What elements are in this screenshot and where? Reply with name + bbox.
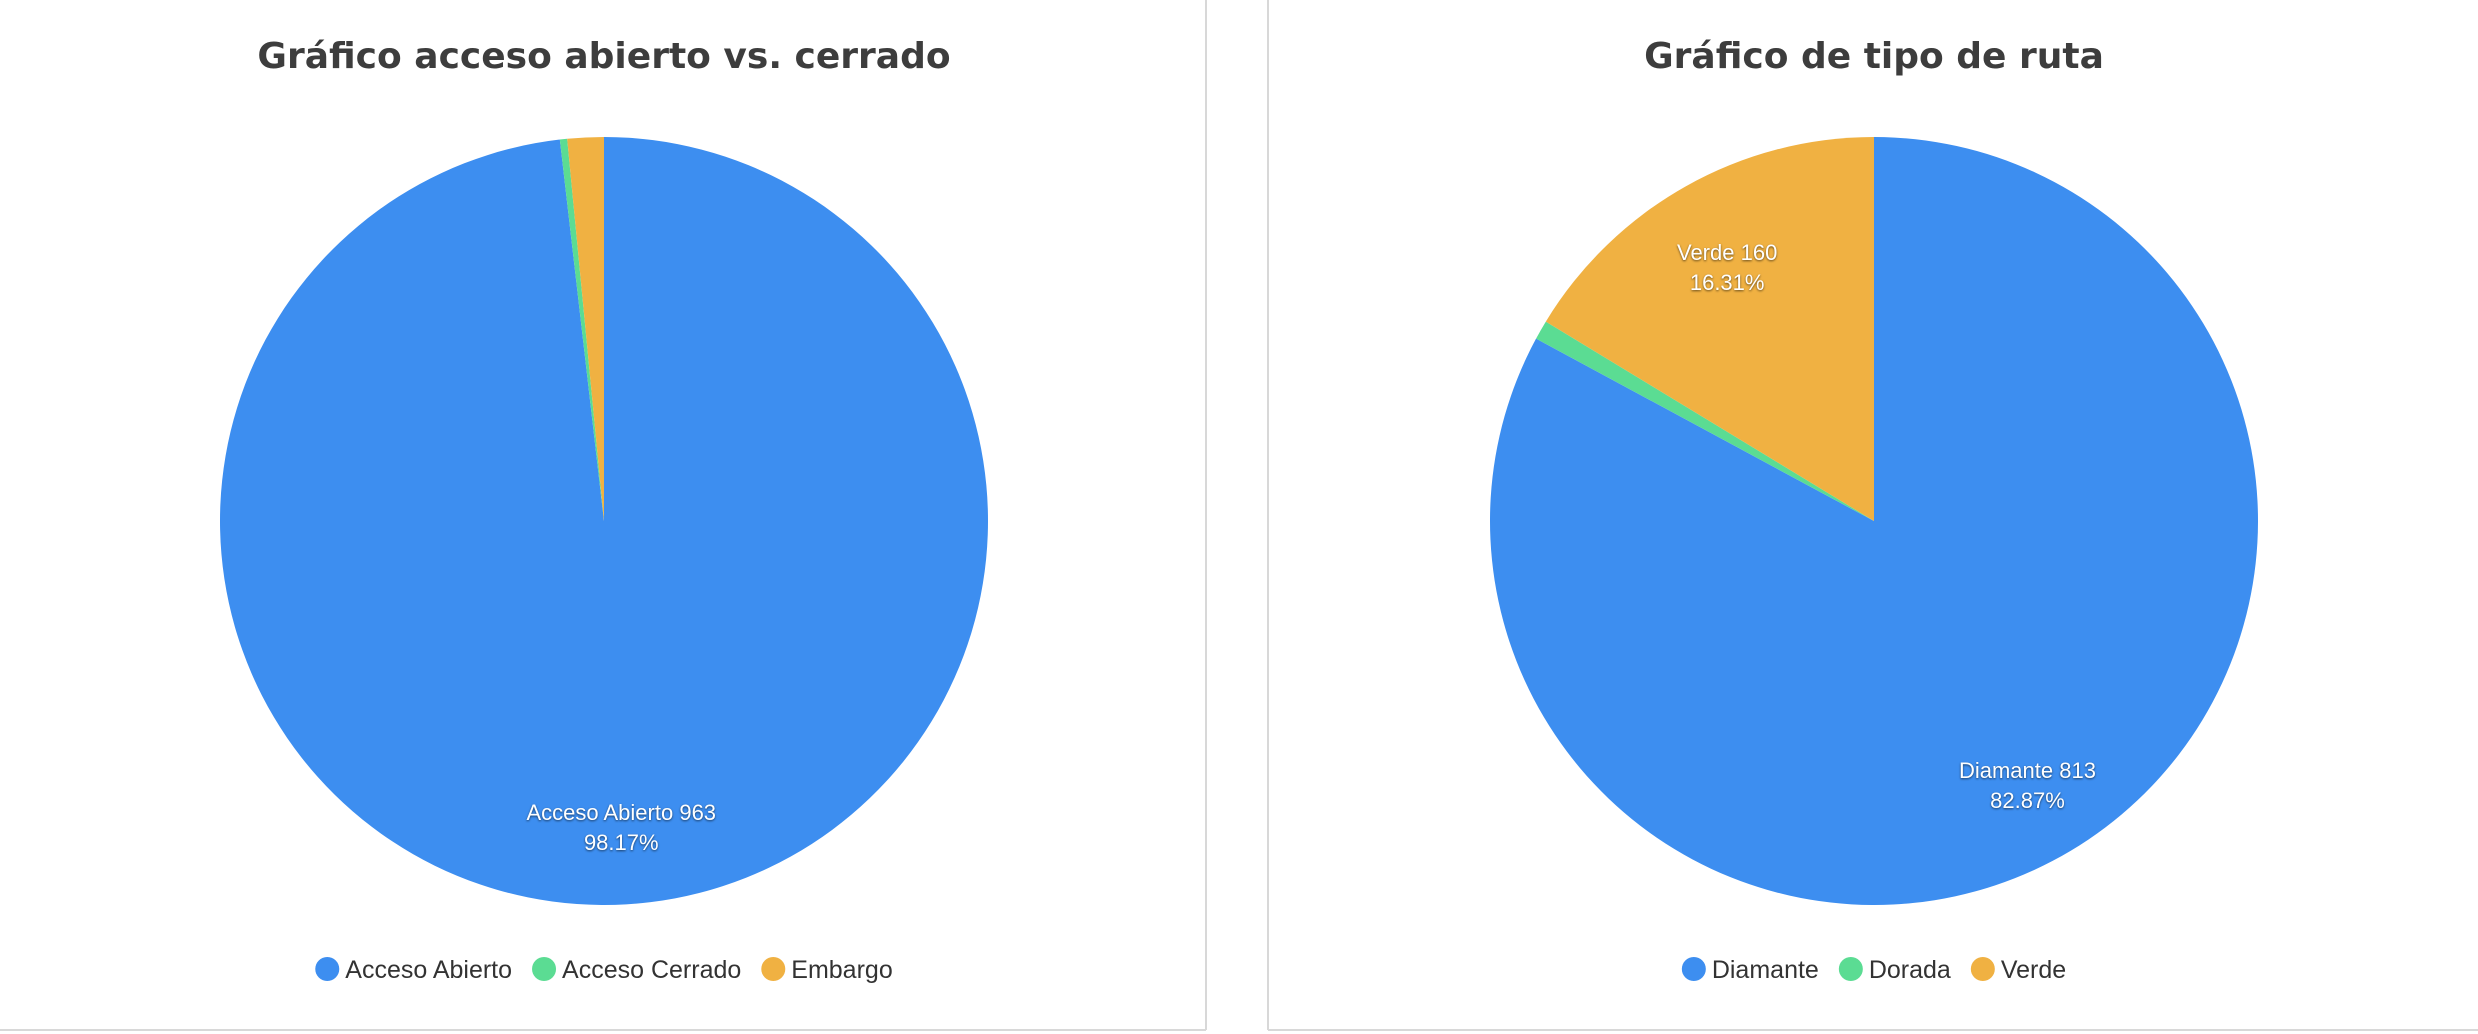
data-label: Acceso Abierto 963 — [526, 800, 716, 825]
legend-label: Embargo — [791, 956, 892, 984]
data-label-percent: 82.87% — [1990, 788, 2065, 813]
legend-label: Verde — [2001, 956, 2066, 984]
pie-slice — [559, 138, 604, 521]
data-label-percent: 16.31% — [1690, 270, 1765, 295]
data-label-name: Verde — [1677, 240, 1735, 265]
pie-slice — [567, 137, 604, 521]
legend-label: Acceso Abierto — [345, 956, 512, 984]
pie-slice — [220, 137, 989, 906]
data-label-name: Diamante — [1959, 758, 2053, 783]
data-label-percent: 98.17% — [584, 830, 659, 855]
legend-marker — [1838, 957, 1863, 981]
data-label-name: Acceso Abierto — [526, 800, 673, 825]
legend-marker — [761, 957, 786, 981]
chart-title: Gráfico acceso abierto vs. cerrado — [257, 36, 950, 77]
data-label: Diamante 813 — [1959, 758, 2096, 783]
pie-slice — [1536, 321, 1874, 521]
data-label-value: 813 — [2059, 758, 2096, 783]
legend-label: Acceso Cerrado — [562, 956, 741, 984]
data-label-value: 160 — [1741, 240, 1778, 265]
legend: Acceso Abierto Acceso Cerrado Embargo — [315, 956, 893, 984]
chart-title: Gráfico de tipo de ruta — [1644, 36, 2104, 77]
legend: Diamante Dorada Verde — [1681, 956, 2066, 984]
legend-marker — [1681, 957, 1706, 981]
legend-label: Dorada — [1869, 956, 1951, 984]
data-label: Verde 160 — [1677, 240, 1777, 265]
legend-marker — [532, 957, 557, 981]
pie-slice — [1545, 136, 1874, 521]
legend-label: Diamante — [1712, 956, 1819, 984]
legend-marker — [315, 957, 340, 981]
data-label-value: 963 — [679, 800, 716, 825]
legend-marker — [1970, 957, 1995, 981]
